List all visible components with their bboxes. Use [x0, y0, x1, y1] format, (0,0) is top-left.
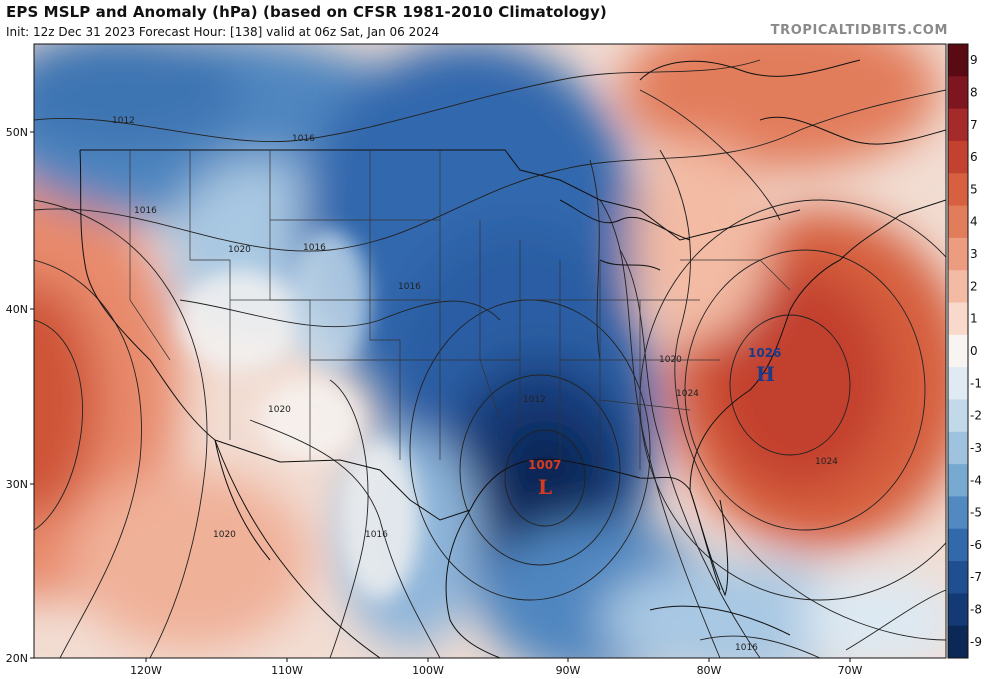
low-center-value: 1007: [528, 458, 561, 472]
lat-label: 40N: [6, 303, 28, 316]
colorbar-label: -9: [970, 635, 982, 649]
lat-label: 50N: [6, 126, 28, 139]
colorbar-label: 8: [970, 85, 978, 99]
contour-labels: 1012 1016 1016 1016 1016 1020 1020 1020 …: [112, 116, 838, 653]
colorbar-swatch: [948, 334, 968, 368]
contour-label: 1012: [112, 116, 135, 126]
colorbar-label: -7: [970, 570, 982, 584]
colorbar-label: -8: [970, 603, 982, 617]
contour-label: 1016: [292, 134, 315, 144]
low-center-letter: L: [538, 475, 552, 499]
lat-label: 30N: [6, 478, 28, 491]
map-frame: [33, 43, 947, 659]
map-title: EPS MSLP and Anomaly (hPa) (based on CFS…: [6, 3, 607, 21]
colorbar-swatch: [948, 528, 968, 562]
contour-label: 1020: [659, 355, 682, 365]
contour-label: 1016: [303, 243, 326, 253]
map-outlines: [79, 59, 946, 658]
map-subtitle: Init: 12z Dec 31 2023 Forecast Hour: [13…: [6, 25, 440, 39]
lon-label: 70W: [838, 664, 863, 677]
colorbar-swatch: [948, 593, 968, 627]
lon-label: 110W: [271, 664, 303, 677]
brand-watermark: TROPICALTIDBITS.COM: [770, 23, 948, 38]
colorbar-label: -5: [970, 506, 982, 520]
colorbar-label: -3: [970, 441, 982, 455]
state-borders: [129, 150, 791, 470]
colorbar-label: 5: [970, 182, 978, 196]
colorbar-swatch: [948, 367, 968, 400]
lon-label: 90W: [556, 664, 581, 677]
colorbar: 9 8 7 6 5 4 3 2 1 0 -1 -2 -3 -4 -5 -6 -7 -8 -9: [947, 43, 982, 659]
colorbar-swatch: [948, 237, 968, 271]
contour-label: 1016: [134, 206, 157, 216]
colorbar-swatch: [948, 464, 968, 497]
colorbar-swatch: [948, 108, 968, 142]
anomaly-field: [34, 44, 946, 658]
colorbar-swatch: [948, 399, 968, 433]
lon-label: 80W: [697, 664, 722, 677]
colorbar-swatch: [948, 625, 968, 659]
longitude-axis: 120W 110W 100W 90W 80W 70W: [130, 658, 863, 677]
contour-label: 1020: [213, 530, 236, 540]
colorbar-frame: [947, 43, 969, 659]
colorbar-swatch: [948, 173, 968, 207]
lon-label: 100W: [412, 664, 444, 677]
contour-label: 1016: [398, 282, 421, 292]
lat-label: 20N: [6, 652, 28, 665]
high-center-value: 1026: [748, 346, 781, 360]
colorbar-swatch: [948, 205, 968, 239]
high-pressure-center: 1026 H: [748, 346, 781, 386]
colorbar-label: 4: [970, 215, 978, 229]
colorbar-label: 7: [970, 118, 978, 132]
colorbar-swatch: [948, 496, 968, 530]
colorbar-swatch: [948, 76, 968, 110]
colorbar-swatch: [948, 270, 968, 304]
contour-label: 1024: [815, 457, 838, 467]
colorbar-label: 1: [970, 312, 978, 326]
colorbar-swatch: [948, 561, 968, 594]
contour-label: 1016: [735, 643, 758, 653]
colorbar-label: 9: [970, 53, 978, 67]
contour-label: 1020: [228, 245, 251, 255]
colorbar-swatch: [948, 140, 968, 174]
low-pressure-center: 1007 L: [528, 458, 561, 499]
high-center-letter: H: [756, 362, 775, 386]
colorbar-label: -6: [970, 538, 982, 552]
colorbar-label: 0: [970, 344, 978, 358]
colorbar-label: -4: [970, 473, 982, 487]
colorbar-label: 3: [970, 247, 978, 261]
colorbar-label: 2: [970, 279, 978, 293]
contour-label: 1016: [365, 530, 388, 540]
colorbar-swatch: [948, 431, 968, 465]
contour-label: 1012: [523, 395, 546, 405]
latitude-axis: 50N 40N 30N 20N: [6, 126, 34, 665]
colorbar-swatch: [948, 44, 968, 77]
colorbar-label: -2: [970, 409, 982, 423]
colorbar-swatch: [948, 302, 968, 336]
contour-label: 1024: [676, 389, 699, 399]
lon-label: 120W: [130, 664, 162, 677]
isobars: [34, 59, 946, 658]
contour-label: 1020: [268, 405, 291, 415]
colorbar-label: 6: [970, 150, 978, 164]
colorbar-label: -1: [970, 376, 982, 390]
